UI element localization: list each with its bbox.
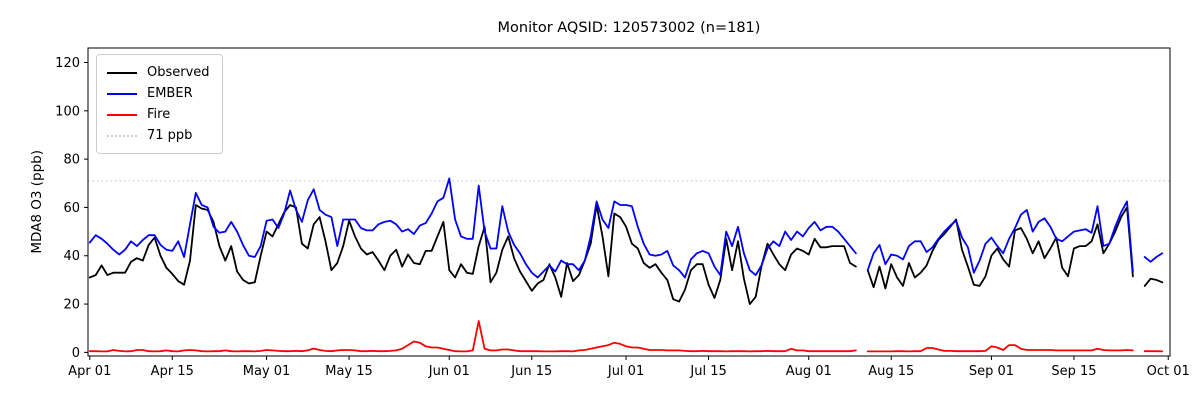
legend-item-observed: Observed: [107, 62, 210, 83]
series-line-fire: [866, 344, 1134, 353]
series-line-ember: [88, 177, 857, 279]
x-tick-label: Jul 01: [607, 364, 644, 379]
axes-box: [87, 47, 1171, 357]
y-tick-label: 80: [63, 153, 80, 168]
series-line-observed: [88, 204, 857, 306]
series-line-ember: [866, 200, 1134, 274]
x-tick-label: Oct 01: [1147, 364, 1190, 379]
chart-title: Monitor AQSID: 120573002 (n=181): [497, 20, 761, 36]
observed-line-swatch: [107, 71, 137, 74]
x-tick-label: Jul 15: [689, 364, 726, 379]
x-tick-label: Aug 01: [786, 364, 832, 379]
legend-item-fire: Fire: [107, 104, 210, 125]
series-line-ember: [1143, 252, 1164, 263]
x-tick-label: May 01: [243, 364, 291, 379]
x-tick-label: Apr 15: [151, 364, 194, 379]
y-tick-label: 0: [72, 346, 80, 361]
x-tick-label: May 15: [325, 364, 373, 379]
legend: Observed EMBER Fire 71 ppb: [96, 54, 223, 154]
y-tick-label: 100: [55, 104, 80, 119]
x-tick-label: Jun 15: [510, 364, 552, 379]
x-tick-label: Sep 01: [969, 364, 1014, 379]
y-tick-label: 120: [55, 56, 80, 71]
legend-label-threshold: 71 ppb: [147, 128, 193, 143]
legend-label-ember: EMBER: [147, 86, 193, 101]
ember-line-swatch: [107, 92, 137, 95]
x-tick-label: Aug 15: [868, 364, 914, 379]
y-tick-label: 20: [63, 298, 80, 313]
y-tick-label: 60: [63, 201, 80, 216]
threshold-line-swatch: [107, 134, 137, 137]
legend-label-observed: Observed: [147, 65, 210, 80]
y-tick-label: 40: [63, 249, 80, 264]
legend-item-threshold: 71 ppb: [107, 125, 210, 146]
series-line-observed: [1143, 277, 1164, 287]
fire-line-swatch: [107, 113, 137, 116]
series-line-fire: [88, 320, 857, 353]
x-tick-label: Jun 01: [428, 364, 470, 379]
x-tick-label: Sep 15: [1051, 364, 1096, 379]
legend-label-fire: Fire: [147, 107, 171, 122]
legend-item-ember: EMBER: [107, 83, 210, 104]
series-line-observed: [866, 206, 1134, 290]
x-tick-label: Apr 01: [68, 364, 111, 379]
